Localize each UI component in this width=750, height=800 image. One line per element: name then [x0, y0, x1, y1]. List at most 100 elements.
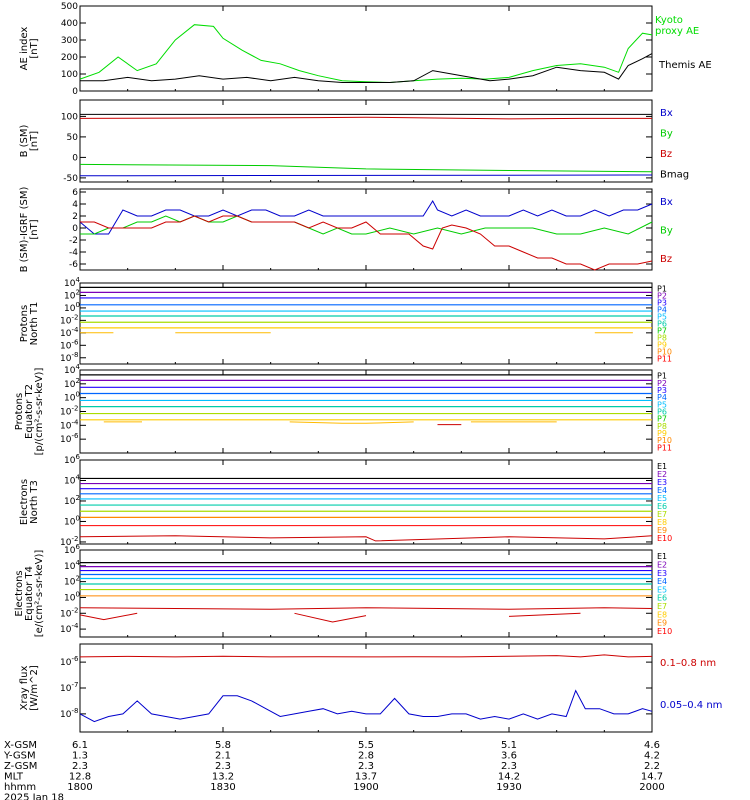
channel-line — [294, 612, 367, 623]
channel-line — [508, 612, 581, 617]
y-tick-label: 10-6 — [60, 655, 79, 668]
legend-label: proxy AE — [655, 26, 699, 37]
channel-label: E4 — [657, 577, 667, 586]
panel-8: 10-6 10-7 10-8 Xray flux [W/m^2] 0.1–0.8 nm 0.… — [19, 643, 722, 733]
series-line — [79, 163, 653, 173]
y-tick-label: 100 — [61, 70, 78, 80]
channel-label: P5 — [657, 313, 667, 322]
x-tick-label: 5.8 — [215, 740, 231, 751]
y-tick-label: 104 — [64, 276, 80, 289]
x-tick-label: 2.2 — [644, 761, 660, 772]
y-tick-label: 0 — [72, 153, 78, 163]
channel-label: P3 — [657, 386, 667, 395]
y-tick-label: 102 — [64, 288, 80, 301]
series-line — [80, 215, 653, 235]
channel-label: E2 — [657, 560, 667, 569]
y-axis-label: [nT] — [29, 38, 40, 58]
x-tick-label: 2.8 — [358, 751, 374, 762]
channel-label: P10 — [657, 436, 672, 445]
x-tick-label: 2.3 — [72, 761, 88, 772]
channel-label: E3 — [657, 569, 667, 578]
channel-label: P7 — [657, 415, 667, 424]
y-tick-label: 2 — [72, 212, 78, 222]
y-tick-label: 100 — [64, 301, 80, 314]
channel-line — [79, 535, 653, 542]
channel-label: P7 — [657, 327, 667, 336]
x-tick-label: 14.2 — [498, 772, 520, 783]
panel-frame — [79, 459, 653, 545]
y-tick-label: 300 — [61, 36, 78, 46]
y-axis-label: Equator T4 — [24, 566, 35, 621]
channel-label: E7 — [657, 602, 667, 611]
y-tick-label: 6 — [72, 188, 78, 198]
channel-label: E10 — [657, 627, 672, 636]
legend-label: By — [660, 225, 673, 236]
y-tick-label: 10-7 — [60, 681, 78, 694]
channel-label: E2 — [657, 470, 667, 479]
channel-line — [79, 612, 138, 621]
channel-label: E8 — [657, 610, 667, 619]
channel-line — [289, 421, 414, 424]
y-tick-label: 106 — [64, 543, 80, 556]
series-line — [79, 24, 653, 84]
y-axis-label: Protons — [14, 393, 25, 430]
y-tick-label: 106 — [64, 453, 80, 466]
channel-label: E10 — [657, 534, 672, 543]
y-axis-label: AE index — [19, 27, 30, 71]
y-axis-label: [nT] — [29, 219, 40, 239]
y-axis-label: Xray flux — [19, 666, 30, 711]
y-axis-label: [e/(cm²-s-sr-keV)] — [34, 550, 45, 638]
legend-label: By — [660, 129, 673, 140]
channel-label: P4 — [657, 306, 667, 315]
y-tick-label: -2 — [69, 236, 78, 246]
x-tick-label: 4.6 — [644, 740, 660, 751]
y-tick-label: 0 — [72, 87, 78, 97]
x-tick-label: 14.7 — [641, 772, 663, 783]
legend-label: Bz — [660, 254, 672, 265]
channel-label: E5 — [657, 585, 667, 594]
x-tick-label: 1900 — [353, 782, 378, 793]
series-line — [79, 116, 652, 120]
channel-label: E6 — [657, 594, 667, 603]
channel-label: E3 — [657, 478, 667, 487]
y-axis-label: Equator T2 — [24, 384, 35, 439]
channel-label: E7 — [657, 510, 667, 519]
y-axis-label: [nT] — [29, 131, 40, 151]
y-tick-label: 400 — [61, 19, 78, 29]
y-tick-label: 50 — [67, 133, 79, 143]
y-tick-label: 10-4 — [60, 326, 79, 339]
panel-frame — [79, 282, 653, 365]
y-tick-label: 100 — [61, 112, 78, 122]
series-line — [79, 200, 653, 235]
y-tick-label: 10-6 — [60, 338, 79, 351]
channel-label: E6 — [657, 502, 667, 511]
legend-label: Bmag — [660, 170, 689, 181]
channel-label: P9 — [657, 429, 667, 438]
y-tick-label: 10-2 — [60, 535, 78, 548]
y-axis-label: B (SM) — [19, 124, 30, 157]
y-tick-label: 10-2 — [60, 313, 78, 326]
y-axis-label: Protons — [19, 305, 30, 342]
x-tick-label: 2.3 — [501, 761, 517, 772]
legend-label: Kyoto — [655, 15, 683, 26]
panel-frame — [79, 369, 653, 454]
y-tick-label: 104 — [64, 473, 80, 486]
x-row-label: hhmm — [4, 782, 36, 793]
channel-label: P2 — [657, 379, 667, 388]
legend-label: Themis AE — [658, 60, 712, 71]
channel-label: P8 — [657, 422, 667, 431]
series-line — [80, 215, 653, 271]
channel-label: P4 — [657, 393, 667, 402]
x-tick-label: 1830 — [210, 782, 235, 793]
channel-label: P2 — [657, 292, 667, 301]
x-tick-label: 4.2 — [644, 751, 660, 762]
legend-label: Bx — [660, 108, 673, 119]
y-tick-label: 100 — [64, 590, 80, 603]
x-tick-label: 6.1 — [72, 740, 88, 751]
y-tick-label: 10-2 — [60, 405, 78, 418]
channel-label: P11 — [657, 443, 672, 452]
channel-label: P1 — [657, 285, 667, 294]
x-tick-label: 1930 — [496, 782, 521, 793]
